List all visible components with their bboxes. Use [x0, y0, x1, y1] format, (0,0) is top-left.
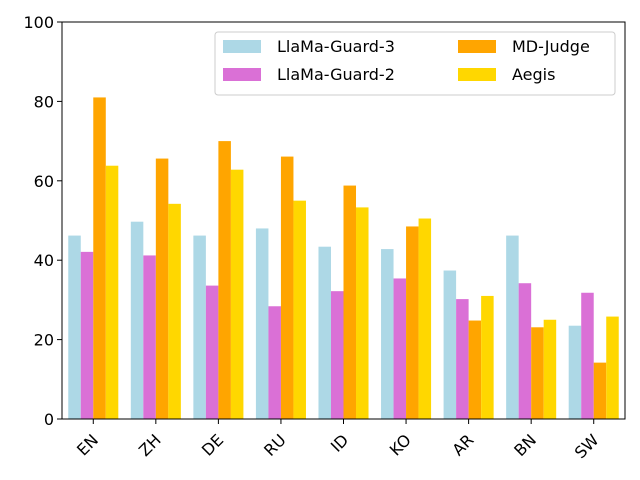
bar-de-llama-guard-3: [193, 235, 206, 419]
x-tick-label-en: EN: [73, 430, 102, 459]
x-tick-label-zh: ZH: [135, 430, 165, 460]
bar-ko-llama-guard-2: [393, 278, 407, 419]
y-tick-label: 60: [34, 172, 54, 191]
bar-ko-aegis: [418, 218, 432, 419]
bar-en-aegis: [105, 165, 119, 419]
legend-label-llama-guard-3: LlaMa-Guard-3: [277, 37, 395, 56]
legend-label-aegis: Aegis: [512, 65, 555, 84]
bars-layer: [68, 97, 619, 420]
legend-swatch-llama-guard-3: [223, 40, 261, 53]
bar-de-llama-guard-2: [205, 285, 219, 419]
legend-swatch-llama-guard-2: [223, 68, 261, 81]
bar-ar-aegis: [481, 295, 494, 419]
x-tick-label-de: DE: [198, 430, 227, 459]
y-tick-label: 40: [34, 251, 54, 270]
bar-sw-llama-guard-2: [581, 292, 594, 419]
plot-frame: [61, 21, 626, 420]
bar-de-aegis: [230, 169, 244, 419]
bar-ru-md-judge: [280, 156, 294, 419]
bar-en-llama-guard-3: [68, 235, 81, 419]
y-axis: 0 20 40 60 80 100: [23, 13, 62, 429]
y-tick-label: 80: [34, 92, 54, 111]
bar-id-llama-guard-2: [330, 291, 344, 419]
legend-label-md-judge: MD-Judge: [512, 37, 590, 56]
bar-zh-aegis: [168, 203, 181, 419]
legend: LlaMa-Guard-3 LlaMa-Guard-2 MD-Judge Aegis: [214, 31, 616, 96]
bar-bn-md-judge: [531, 327, 544, 419]
bar-id-md-judge: [343, 185, 357, 419]
bar-sw-llama-guard-3: [568, 325, 582, 419]
bar-zh-llama-guard-3: [130, 221, 144, 419]
bar-ar-md-judge: [468, 320, 482, 419]
bar-ru-llama-guard-2: [268, 306, 281, 419]
bar-bn-llama-guard-2: [518, 283, 532, 419]
bar-ar-llama-guard-3: [443, 270, 457, 419]
bar-bn-llama-guard-3: [506, 235, 519, 419]
x-tick-label-bn: BN: [510, 430, 540, 460]
bar-ko-md-judge: [406, 226, 419, 419]
bar-ko-llama-guard-3: [381, 249, 394, 419]
legend-box: [214, 31, 616, 96]
bar-en-llama-guard-2: [80, 251, 94, 419]
y-tick-label: 100: [23, 13, 54, 32]
bar-sw-aegis: [606, 316, 619, 419]
y-tick-label: 20: [34, 331, 54, 350]
bar-ar-llama-guard-2: [456, 299, 469, 419]
legend-swatch-aegis: [458, 68, 496, 81]
bar-zh-md-judge: [155, 158, 169, 419]
bar-ru-llama-guard-3: [255, 228, 269, 419]
bar-ru-aegis: [293, 200, 306, 419]
x-tick-label-ru: RU: [260, 430, 290, 460]
bar-de-md-judge: [218, 141, 231, 419]
x-tick-label-ko: KO: [386, 430, 415, 459]
bar-en-md-judge: [93, 97, 106, 420]
x-tick-label-sw: SW: [571, 430, 603, 462]
x-axis: EN ZH DE RU ID KO AR BN SW: [73, 419, 603, 462]
legend-label-llama-guard-2: LlaMa-Guard-2: [277, 65, 395, 84]
bar-sw-md-judge: [593, 362, 607, 419]
bar-id-aegis: [356, 207, 369, 419]
legend-swatch-md-judge: [458, 40, 496, 53]
bar-bn-aegis: [543, 319, 557, 419]
x-tick-label-id: ID: [327, 430, 352, 455]
y-tick-label: 0: [44, 410, 54, 429]
bar-id-llama-guard-3: [318, 246, 331, 419]
bar-zh-llama-guard-2: [143, 255, 156, 419]
x-tick-label-ar: AR: [448, 430, 477, 459]
